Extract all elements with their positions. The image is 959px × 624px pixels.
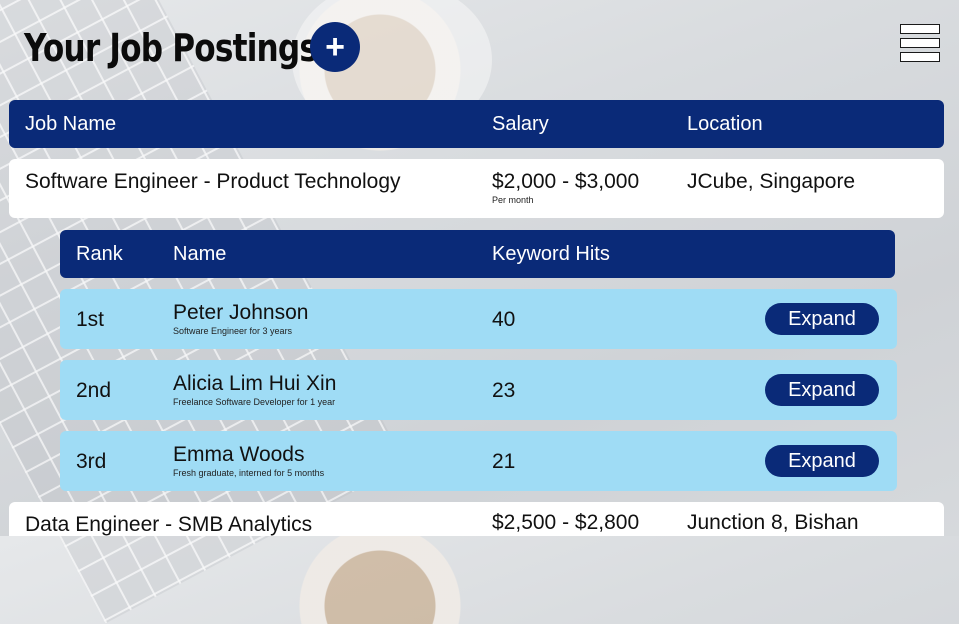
job-location: Junction 8, Bishan: [687, 511, 859, 534]
candidates-table-header: Rank Name Keyword Hits: [60, 230, 895, 278]
candidate-keyword-hits: 23: [492, 379, 516, 402]
expand-button[interactable]: Expand: [765, 445, 879, 477]
job-location: JCube, Singapore: [687, 170, 856, 193]
job-name: Data Engineer - SMB Analytics: [25, 513, 313, 536]
candidate-rank: 1st: [76, 308, 105, 331]
candidate-keyword-hits: 21: [492, 450, 516, 473]
header-keyword-hits: Keyword Hits: [492, 243, 610, 265]
candidate-row[interactable]: 1st Peter Johnson Software Engineer for …: [60, 289, 897, 349]
candidate-rank: 2nd: [76, 379, 112, 402]
candidate-subtitle: Software Engineer for 3 years: [173, 326, 293, 336]
job-salary: $2,500 - $2,800: [492, 511, 640, 534]
header-job-name: Job Name: [25, 113, 117, 135]
job-name: Software Engineer - Product Technology: [25, 170, 401, 193]
expand-button[interactable]: Expand: [765, 374, 879, 406]
menu-button[interactable]: [900, 24, 942, 66]
candidate-row[interactable]: 3rd Emma Woods Fresh graduate, interned …: [60, 431, 897, 491]
job-row[interactable]: Data Engineer - SMB Analytics $2,500 - $…: [9, 502, 944, 536]
plus-icon: +: [325, 28, 345, 66]
add-job-button[interactable]: +: [310, 22, 360, 72]
candidate-subtitle: Fresh graduate, interned for 5 months: [173, 468, 325, 478]
header-name: Name: [173, 243, 227, 265]
job-row[interactable]: Software Engineer - Product Technology $…: [9, 159, 944, 218]
job-salary-note: Per month: [492, 195, 534, 205]
header-location: Location: [687, 113, 763, 135]
header-rank: Rank: [76, 243, 123, 265]
header-salary: Salary: [492, 113, 549, 135]
candidate-rank: 3rd: [76, 450, 107, 473]
candidate-name: Emma Woods: [173, 443, 305, 466]
candidate-name: Peter Johnson: [173, 301, 309, 324]
expand-button[interactable]: Expand: [765, 303, 879, 335]
candidate-name: Alicia Lim Hui Xin: [173, 372, 337, 395]
page-title: Your Job Postings: [24, 26, 318, 70]
candidate-keyword-hits: 40: [492, 308, 516, 331]
job-salary: $2,000 - $3,000: [492, 170, 640, 193]
jobs-table-header: Job Name Salary Location: [9, 100, 944, 148]
candidate-subtitle: Freelance Software Developer for 1 year: [173, 397, 336, 407]
candidate-row[interactable]: 2nd Alicia Lim Hui Xin Freelance Softwar…: [60, 360, 897, 420]
